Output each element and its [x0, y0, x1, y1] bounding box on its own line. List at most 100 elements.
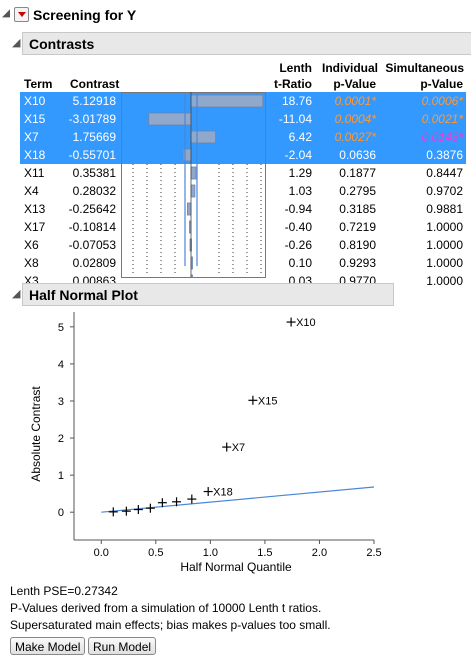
col-header-t-ratio: t-Ratio [274, 77, 312, 91]
contrast-bar [187, 202, 192, 216]
contrast-cell: 5.12918 [72, 94, 116, 108]
simultaneous-pvalue-cell: 1.0000 [426, 238, 463, 252]
half-normal-plot: 0.0 0.5 1.0 1.5 2.0 2.5 0 1 2 3 4 5 Half Normal Quan… [29, 312, 382, 574]
y-tick-label: 2 [58, 433, 64, 445]
term-cell: X6 [24, 238, 39, 252]
individual-pvalue-cell: 0.2795 [339, 184, 376, 198]
point-label: X15 [258, 395, 278, 407]
t-ratio-cell: -0.94 [284, 202, 312, 216]
data-point[interactable] [157, 498, 167, 508]
term-cell: X4 [24, 184, 39, 198]
data-point[interactable] [121, 506, 131, 516]
table-row[interactable]: X8 0.02809 0.10 0.9293 1.0000 [20, 254, 466, 272]
disclosure-triangle-icon[interactable]: ◢ [2, 7, 11, 19]
lenth-pse-text: Lenth PSE=0.27342 [10, 584, 118, 598]
reference-line [101, 486, 375, 513]
report-title: Screening for Y [33, 6, 137, 23]
table-row[interactable]: X13 -0.25642 -0.94 0.3185 0.9881 [20, 200, 466, 218]
run-model-button[interactable]: Run Model [88, 637, 157, 655]
table-row[interactable]: X7 1.75669 6.42 0.0027* 0.0143* [20, 128, 466, 146]
contrast-cell: 1.75669 [72, 130, 116, 144]
term-cell: X7 [24, 130, 39, 144]
contrast-bar [190, 274, 193, 278]
t-ratio-cell: 0.10 [288, 256, 312, 270]
data-point[interactable] [133, 505, 143, 515]
simultaneous-pvalue-cell: 0.3876 [426, 148, 463, 162]
individual-pvalue-cell: 0.7219 [339, 220, 376, 234]
term-cell: X15 [24, 112, 46, 126]
x-tick-label: 2.5 [366, 547, 381, 559]
contrasts-header[interactable]: Contrasts [22, 32, 471, 55]
individual-pvalue-cell: 0.1877 [339, 166, 376, 180]
y-tick-label: 3 [58, 396, 64, 408]
data-point[interactable] [203, 487, 213, 497]
term-cell: X17 [24, 220, 46, 234]
table-row[interactable]: X18 -0.55701 -2.04 0.0636 0.3876 [20, 146, 466, 164]
data-point[interactable] [108, 507, 118, 517]
bar-frame [121, 92, 266, 278]
point-label: X7 [232, 442, 245, 454]
disclosure-triangle-icon[interactable]: ◢ [12, 37, 21, 49]
half-normal-title: Half Normal Plot [29, 286, 138, 303]
simultaneous-pvalue-cell: 0.0143* [421, 130, 463, 144]
term-cell: X13 [24, 202, 46, 216]
contrasts-title: Contrasts [29, 35, 95, 52]
table-row[interactable]: X15 -3.01789 -11.04 0.0004* 0.0021* [20, 110, 466, 128]
table-row[interactable]: X6 -0.07053 -0.26 0.8190 1.0000 [20, 236, 466, 254]
contrast-cell: -3.01789 [68, 112, 116, 126]
individual-pvalue-cell: 0.9293 [339, 256, 376, 270]
red-triangle-menu-icon[interactable] [14, 7, 29, 22]
individual-pvalue-cell: 0.0636 [339, 148, 376, 162]
make-model-button[interactable]: Make Model [10, 637, 86, 655]
x-tick-label: 1.5 [257, 547, 272, 559]
table-row[interactable]: X11 0.35381 1.29 0.1877 0.8447 [20, 164, 466, 182]
data-point[interactable] [286, 317, 296, 327]
x-tick-label: 1.0 [203, 547, 218, 559]
point-label: X10 [296, 317, 316, 329]
table-row[interactable]: X4 0.28032 1.03 0.2795 0.9702 [20, 182, 466, 200]
y-tick-label: 4 [58, 359, 64, 371]
col-header-individual: Individual [321, 61, 378, 75]
col-header-contrast: Contrast [70, 77, 120, 91]
simultaneous-pvalue-cell: 0.0006* [421, 94, 463, 108]
x-tick-label: 0.0 [94, 547, 109, 559]
individual-pvalue-cell: 0.3185 [339, 202, 376, 216]
simultaneous-pvalue-cell: 0.9702 [426, 184, 463, 198]
y-tick-label: 5 [58, 322, 64, 334]
contrast-cell: 0.35381 [72, 166, 116, 180]
point-label: X18 [213, 487, 233, 499]
contrast-bar [190, 184, 196, 198]
col-header-simultaneous-pvalue: p-Value [420, 77, 463, 91]
x-tick-label: 0.5 [148, 547, 163, 559]
x-tick-label: 2.0 [312, 547, 327, 559]
simultaneous-pvalue-cell: 0.8447 [426, 166, 463, 180]
contrast-bar [190, 130, 216, 144]
contrast-bar [190, 94, 264, 108]
contrast-cell: -0.10814 [68, 220, 116, 234]
data-point[interactable] [222, 442, 232, 452]
contrast-bar-chart [121, 92, 266, 278]
disclosure-triangle-icon[interactable]: ◢ [12, 288, 21, 300]
y-tick-label: 1 [58, 470, 64, 482]
contrast-bar [190, 166, 197, 180]
screening-header: Screening for Y [10, 4, 465, 25]
y-tick-label: 0 [58, 507, 64, 519]
data-point[interactable] [187, 494, 197, 504]
data-point[interactable] [145, 503, 155, 513]
contrast-bar [182, 148, 192, 162]
t-ratio-cell: -2.04 [284, 148, 312, 162]
term-cell: X18 [24, 148, 46, 162]
t-ratio-cell: -0.40 [284, 220, 312, 234]
data-point[interactable] [172, 497, 182, 507]
table-row[interactable]: X17 -0.10814 -0.40 0.7219 1.0000 [20, 218, 466, 236]
contrast-cell: 0.28032 [72, 184, 116, 198]
data-point[interactable] [248, 395, 258, 405]
t-ratio-cell: 6.42 [288, 130, 312, 144]
bias-note: Supersaturated main effects; bias makes … [10, 618, 331, 632]
simultaneous-pvalue-cell: 1.0000 [426, 220, 463, 234]
individual-pvalue-cell: 0.0027* [334, 130, 376, 144]
half-normal-header[interactable]: Half Normal Plot [22, 283, 394, 306]
contrast-cell: -0.07053 [68, 238, 116, 252]
t-ratio-cell: 18.76 [281, 94, 312, 108]
t-ratio-cell: -0.26 [284, 238, 312, 252]
